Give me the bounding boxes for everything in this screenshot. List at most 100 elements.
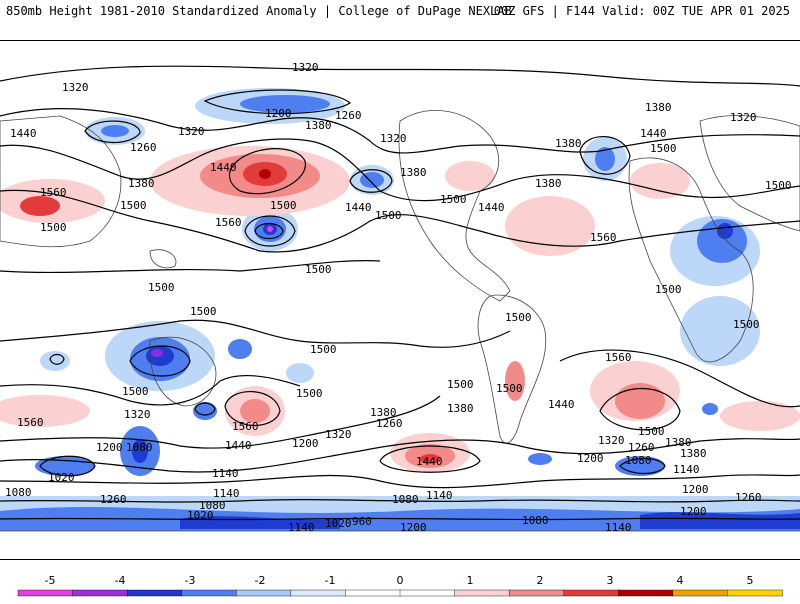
svg-text:1140: 1140: [288, 521, 315, 534]
svg-text:1200: 1200: [680, 505, 707, 518]
svg-text:1140: 1140: [426, 489, 453, 502]
svg-text:1380: 1380: [535, 177, 562, 190]
svg-text:1260: 1260: [335, 109, 362, 122]
colorbar-segment: [399, 589, 456, 597]
colorbar-segment: [72, 589, 128, 597]
svg-text:960: 960: [352, 515, 372, 528]
svg-text:1200: 1200: [682, 483, 709, 496]
colorbar-tick-label: -2: [255, 574, 266, 587]
colorbar-tick-label: 1: [467, 574, 474, 587]
svg-text:1500: 1500: [305, 263, 332, 276]
svg-text:1440: 1440: [478, 201, 505, 214]
svg-text:1320: 1320: [598, 434, 625, 447]
svg-text:1320: 1320: [62, 81, 89, 94]
svg-text:1500: 1500: [733, 318, 760, 331]
svg-text:1560: 1560: [590, 231, 617, 244]
svg-text:1500: 1500: [496, 382, 523, 395]
svg-text:1320: 1320: [292, 61, 319, 74]
svg-text:1200: 1200: [265, 107, 292, 120]
svg-text:1500: 1500: [447, 378, 474, 391]
svg-text:1260: 1260: [130, 141, 157, 154]
svg-text:1080: 1080: [5, 486, 32, 499]
anomaly-map: 1320 1320 1440 1260 1320 1380 1200 1260 …: [0, 40, 800, 560]
colorbar-tick-label: -4: [115, 574, 126, 587]
colorbar-segment: [454, 589, 510, 597]
svg-text:1380: 1380: [128, 177, 155, 190]
colorbar-tick-label: -5: [45, 574, 56, 587]
colorbar-segment: [126, 589, 183, 597]
colorbar: -5 -4 -3 -2 -1 0 1 2 3 4 5: [0, 570, 800, 600]
svg-text:1440: 1440: [210, 161, 237, 174]
svg-text:1440: 1440: [345, 201, 372, 214]
svg-text:1320: 1320: [178, 125, 205, 138]
svg-text:1260: 1260: [100, 493, 127, 506]
svg-text:1080: 1080: [625, 454, 652, 467]
svg-text:1380: 1380: [447, 402, 474, 415]
svg-text:1320: 1320: [380, 132, 407, 145]
svg-text:1380: 1380: [400, 166, 427, 179]
svg-text:1320: 1320: [325, 428, 352, 441]
svg-text:1560: 1560: [40, 186, 67, 199]
svg-text:1500: 1500: [505, 311, 532, 324]
colorbar-tick-label: 4: [677, 574, 684, 587]
colorbar-segment: [618, 589, 674, 597]
colorbar-segment: [17, 589, 74, 597]
positive-anomaly-shading: [0, 146, 800, 473]
svg-text:1440: 1440: [416, 455, 443, 468]
svg-text:1560: 1560: [215, 216, 242, 229]
svg-text:1500: 1500: [440, 193, 467, 206]
svg-text:1200: 1200: [577, 452, 604, 465]
coastlines: [0, 109, 800, 532]
svg-text:1140: 1140: [213, 487, 240, 500]
svg-text:1200: 1200: [292, 437, 319, 450]
colorbar-segment: [508, 589, 565, 597]
svg-text:1380: 1380: [305, 119, 332, 132]
svg-text:1380: 1380: [370, 406, 397, 419]
svg-text:1560: 1560: [605, 351, 632, 364]
svg-text:1080: 1080: [392, 493, 419, 506]
svg-text:1020: 1020: [187, 509, 214, 522]
svg-text:1500: 1500: [122, 385, 149, 398]
colorbar-tick-label: -3: [185, 574, 196, 587]
svg-text:1380: 1380: [665, 436, 692, 449]
colorbar-segment: [563, 589, 619, 597]
svg-text:1260: 1260: [376, 417, 403, 430]
svg-text:1500: 1500: [40, 221, 67, 234]
svg-text:1440: 1440: [225, 439, 252, 452]
svg-text:1320: 1320: [124, 408, 151, 421]
colorbar-segment: [236, 589, 292, 597]
svg-text:1140: 1140: [605, 521, 632, 534]
map-title: 850mb Height 1981-2010 Standardized Anom…: [6, 4, 512, 18]
svg-text:1500: 1500: [148, 281, 175, 294]
colorbar-segment: [727, 589, 783, 597]
svg-text:1200: 1200: [96, 441, 123, 454]
svg-text:1500: 1500: [270, 199, 297, 212]
svg-text:1500: 1500: [120, 199, 147, 212]
svg-text:1200: 1200: [400, 521, 427, 534]
svg-text:1260: 1260: [628, 441, 655, 454]
svg-text:1140: 1140: [673, 463, 700, 476]
svg-text:1500: 1500: [638, 425, 665, 438]
svg-text:1080: 1080: [522, 514, 549, 527]
model-run-info: 00Z GFS | F144 Valid: 00Z TUE APR 01 202…: [493, 4, 790, 18]
svg-text:1080: 1080: [199, 499, 226, 512]
colorbar-segment: [672, 589, 729, 597]
svg-text:1320: 1320: [730, 111, 757, 124]
colorbar-tick-label: 2: [537, 574, 544, 587]
svg-text:1500: 1500: [650, 142, 677, 155]
svg-text:1500: 1500: [190, 305, 217, 318]
svg-text:1440: 1440: [548, 398, 575, 411]
svg-text:1500: 1500: [765, 179, 792, 192]
colorbar-segment: [290, 589, 347, 597]
svg-text:1440: 1440: [640, 127, 667, 140]
colorbar-tick-label: 3: [607, 574, 614, 587]
svg-text:1380: 1380: [680, 447, 707, 460]
svg-text:1080: 1080: [126, 441, 153, 454]
svg-text:1140: 1140: [212, 467, 239, 480]
height-contours: [0, 65, 800, 521]
svg-text:1500: 1500: [310, 343, 337, 356]
colorbar-tick-label: 0: [397, 574, 404, 587]
colorbar-segment: [345, 589, 401, 597]
svg-text:1020: 1020: [325, 517, 352, 530]
colorbar-tick-label: -1: [325, 574, 336, 587]
